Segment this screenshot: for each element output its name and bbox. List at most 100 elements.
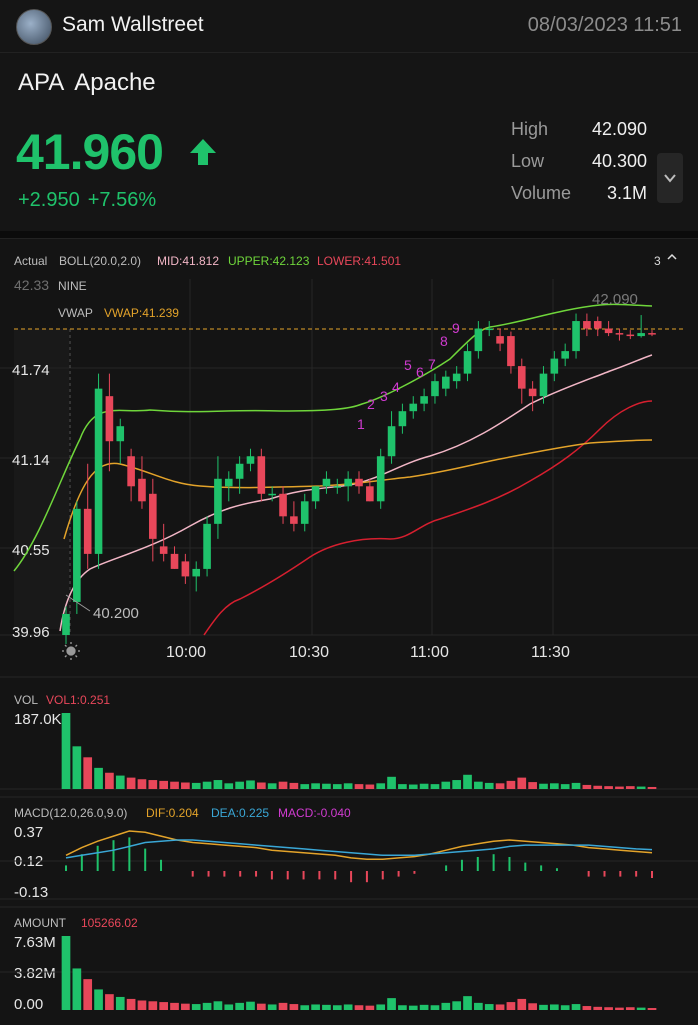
candle	[528, 381, 537, 412]
dif-line	[65, 830, 653, 860]
candle	[583, 313, 591, 337]
amount-bar	[170, 1002, 179, 1010]
candle-body	[561, 351, 569, 359]
candle	[409, 396, 418, 419]
td-count-group: 1 2 3 4 5 6 7 8 9	[357, 320, 460, 432]
amount-bar	[539, 1004, 548, 1010]
candle	[214, 456, 222, 539]
macd-name[interactable]: MACD(12.0,26.0,9.0)	[14, 806, 127, 820]
candle	[159, 523, 168, 562]
low-marker: 40.200	[93, 605, 139, 622]
candle	[593, 316, 602, 337]
volume-bar	[148, 780, 158, 789]
chart-mode-label[interactable]: Actual	[14, 254, 47, 268]
candle-body	[214, 478, 222, 524]
boll-upper: UPPER:42.123	[228, 254, 310, 268]
amount-bar	[474, 1002, 483, 1010]
vwap-name[interactable]: VWAP	[58, 306, 93, 320]
username[interactable]: Sam Wallstreet	[62, 13, 204, 36]
candle	[344, 471, 352, 502]
candle-body	[333, 486, 342, 488]
volume-bar	[625, 786, 635, 789]
candle-body	[268, 493, 276, 496]
y-tick: 41.74	[12, 362, 50, 379]
ticker-title: APA Apache	[18, 69, 156, 97]
amount-bar	[289, 1004, 299, 1010]
candle-body	[322, 478, 331, 487]
arrow-up-icon	[190, 139, 216, 165]
volume-bar	[517, 777, 527, 789]
chevron-up-icon[interactable]	[667, 253, 677, 260]
y-tick: 41.14	[12, 452, 50, 469]
candle-body	[431, 381, 439, 397]
x-tick: 11:30	[531, 644, 570, 661]
amount-bar	[517, 998, 527, 1010]
candle	[268, 486, 276, 502]
candle	[333, 478, 342, 494]
candle-body	[116, 426, 125, 442]
high-marker: 42.090	[592, 291, 638, 308]
company-name: Apache	[74, 69, 156, 96]
boll-mid-line	[59, 354, 653, 632]
volume-bar	[267, 783, 277, 789]
stat-label: High	[511, 119, 549, 139]
amount-bar	[560, 1005, 570, 1010]
amount-bar	[126, 998, 136, 1010]
boll-label[interactable]: BOLL(20.0,2.0)	[59, 254, 141, 268]
macd-dif: DIF:0.204	[146, 806, 199, 820]
candle	[311, 486, 320, 509]
amount-bar	[452, 1001, 462, 1010]
candle-body	[300, 501, 309, 524]
nine-label[interactable]: NINE	[58, 279, 87, 293]
volume-bar	[332, 784, 342, 789]
candle	[138, 456, 146, 509]
volume-bar	[376, 783, 386, 789]
macd-value: MACD:-0.040	[278, 806, 351, 820]
boll-upper-line	[13, 303, 653, 572]
volume-bar	[647, 786, 657, 789]
candle-body	[62, 613, 70, 635]
candle-body	[192, 568, 201, 577]
volume-bar	[398, 784, 407, 789]
amount-bar	[647, 1008, 657, 1010]
candles-group	[62, 313, 656, 645]
candle-body	[290, 516, 298, 524]
indicator-count[interactable]: 3	[654, 254, 661, 268]
volume-bar	[235, 781, 244, 789]
boll-lower: LOWER:41.501	[317, 254, 401, 268]
candle-body	[420, 396, 428, 404]
volume-bar	[474, 781, 483, 789]
candle	[474, 321, 483, 359]
candle	[181, 553, 190, 584]
amount-bar	[61, 936, 71, 1010]
candle	[496, 328, 504, 352]
amount-bar	[419, 1004, 429, 1010]
amount-bar	[376, 1004, 386, 1010]
volume-bar	[256, 782, 266, 789]
volume-bar	[539, 783, 548, 789]
chevron-down-icon	[664, 174, 676, 183]
candle-body	[637, 333, 645, 337]
candle-body	[344, 478, 352, 487]
volume-bar	[224, 783, 234, 789]
amount-name[interactable]: AMOUNT	[14, 916, 67, 930]
candle	[517, 358, 526, 404]
candle	[83, 463, 92, 569]
vol-name[interactable]: VOL	[14, 693, 38, 707]
avatar[interactable]	[16, 9, 52, 45]
amount-bar	[354, 1005, 364, 1010]
price-chart[interactable]: Actual BOLL(20.0,2.0) MID:41.812 UPPER:4…	[0, 239, 698, 1025]
expand-stats-button[interactable]	[657, 153, 683, 203]
candle	[398, 403, 407, 434]
volume-bar	[126, 777, 136, 789]
candle-body	[604, 328, 613, 334]
candle	[322, 471, 331, 494]
candle-body	[474, 328, 483, 352]
stat-value: 42.090	[591, 119, 647, 139]
stat-volume: Volume 3.1M	[511, 183, 651, 215]
candle-body	[387, 426, 396, 457]
volume-bar	[549, 783, 559, 789]
amount-bar	[506, 1002, 516, 1010]
candle-body	[626, 334, 635, 337]
volume-bar	[170, 781, 179, 789]
